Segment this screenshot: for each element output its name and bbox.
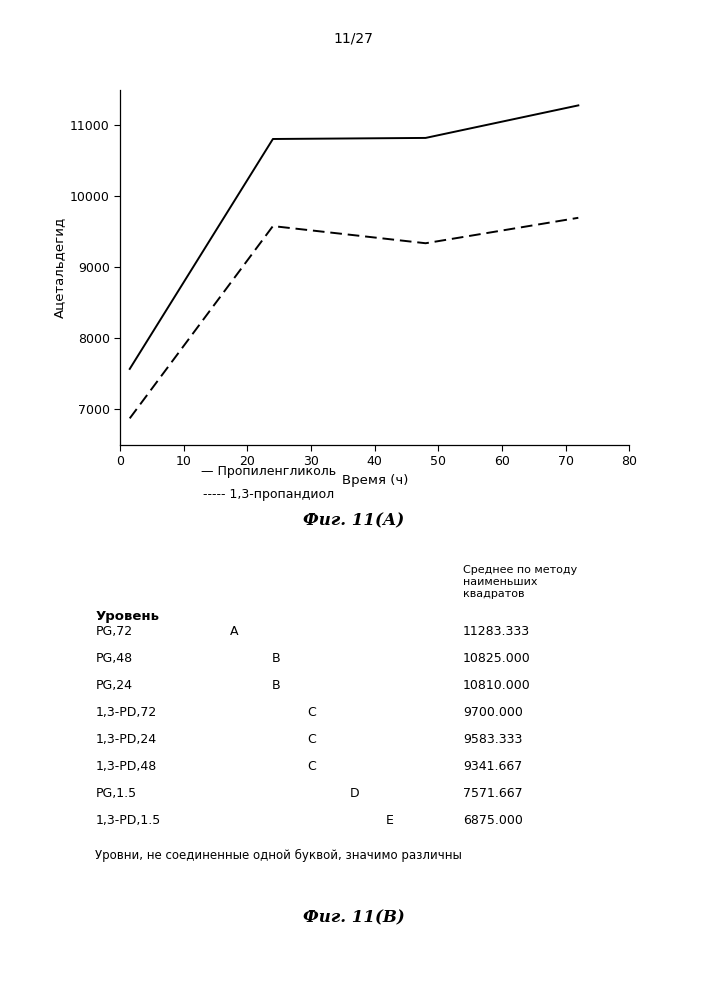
Text: PG,48: PG,48 (95, 652, 133, 665)
Text: Уровни, не соединенные одной буквой, значимо различны: Уровни, не соединенные одной буквой, зна… (95, 849, 462, 862)
Text: B: B (272, 652, 281, 665)
Text: 9583.333: 9583.333 (463, 733, 522, 746)
Text: 9341.667: 9341.667 (463, 760, 522, 773)
Text: A: A (230, 625, 238, 638)
Text: C: C (308, 760, 316, 773)
Text: 10810.000: 10810.000 (463, 679, 531, 692)
Text: PG,1.5: PG,1.5 (95, 787, 136, 800)
Text: 11/27: 11/27 (334, 32, 373, 46)
Text: 6875.000: 6875.000 (463, 814, 523, 827)
Text: PG,24: PG,24 (95, 679, 132, 692)
Text: 11283.333: 11283.333 (463, 625, 530, 638)
Text: E: E (385, 814, 393, 827)
Text: 10825.000: 10825.000 (463, 652, 531, 665)
X-axis label: Время (ч): Время (ч) (341, 474, 408, 487)
Text: 9700.000: 9700.000 (463, 706, 523, 719)
Text: Уровень: Уровень (95, 610, 160, 623)
Text: 1,3-PD,72: 1,3-PD,72 (95, 706, 157, 719)
Text: C: C (308, 706, 316, 719)
Text: Фиг. 11(B): Фиг. 11(B) (303, 909, 404, 926)
Text: Среднее по методу
наименьших
квадратов: Среднее по методу наименьших квадратов (463, 565, 578, 599)
Text: 1,3-PD,1.5: 1,3-PD,1.5 (95, 814, 160, 827)
Text: ----- 1,3-пропандиол: ----- 1,3-пропандиол (203, 488, 334, 501)
Text: 1,3-PD,48: 1,3-PD,48 (95, 760, 157, 773)
Text: PG,72: PG,72 (95, 625, 133, 638)
Text: 1,3-PD,24: 1,3-PD,24 (95, 733, 156, 746)
Text: — Пропиленгликоль: — Пропиленгликоль (201, 465, 337, 478)
Y-axis label: Ацетальдегид: Ацетальдегид (53, 217, 66, 318)
Text: 7571.667: 7571.667 (463, 787, 522, 800)
Text: Фиг. 11(А): Фиг. 11(А) (303, 512, 404, 529)
Text: D: D (350, 787, 360, 800)
Text: B: B (272, 679, 281, 692)
Text: C: C (308, 733, 316, 746)
